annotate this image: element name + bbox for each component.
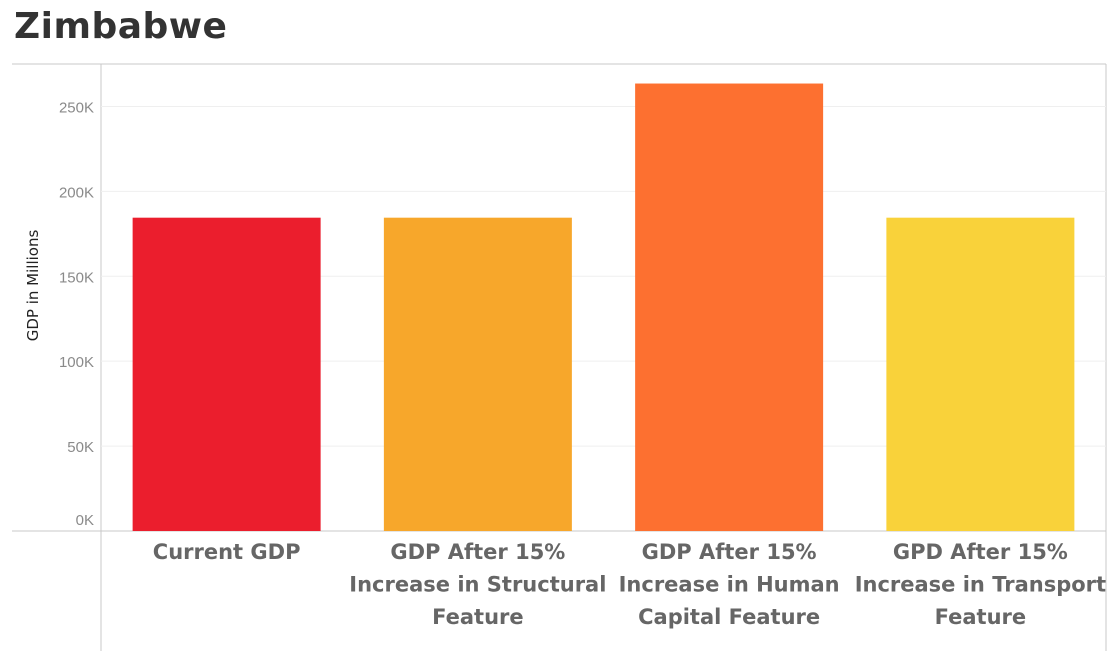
bars [132, 83, 1075, 532]
x-category-label: GDP After 15% [642, 540, 817, 564]
y-tick-label: 250K [59, 99, 94, 116]
x-category-label: Increase in Human [619, 573, 840, 597]
x-category-label: Feature [935, 605, 1027, 629]
y-axis-ticks: 0K 50K 100K 150K 200K 250K [59, 99, 94, 529]
x-category-label: GDP After 15% [390, 540, 565, 564]
x-category-label: Increase in Transport [855, 573, 1106, 597]
bar [383, 217, 572, 531]
y-tick-label: 150K [59, 269, 94, 286]
y-axis-label: GDP in Millions [24, 230, 42, 342]
x-category-label: GPD After 15% [893, 540, 1068, 564]
bar [635, 83, 824, 532]
y-tick-label: 100K [59, 354, 94, 371]
x-category-label: Current GDP [153, 540, 301, 564]
bar [886, 217, 1075, 531]
x-category-label: Increase in Structural [349, 573, 606, 597]
y-tick-label: 0K [76, 512, 94, 529]
y-tick-label: 200K [59, 184, 94, 201]
bar [132, 217, 321, 531]
y-tick-label: 50K [67, 439, 94, 456]
x-category-label: Capital Feature [638, 605, 820, 629]
chart-title: Zimbabwe [14, 6, 228, 47]
x-axis-categories: Current GDP GDP After 15% Increase in Stru… [153, 540, 1106, 629]
x-category-label: Feature [432, 605, 524, 629]
